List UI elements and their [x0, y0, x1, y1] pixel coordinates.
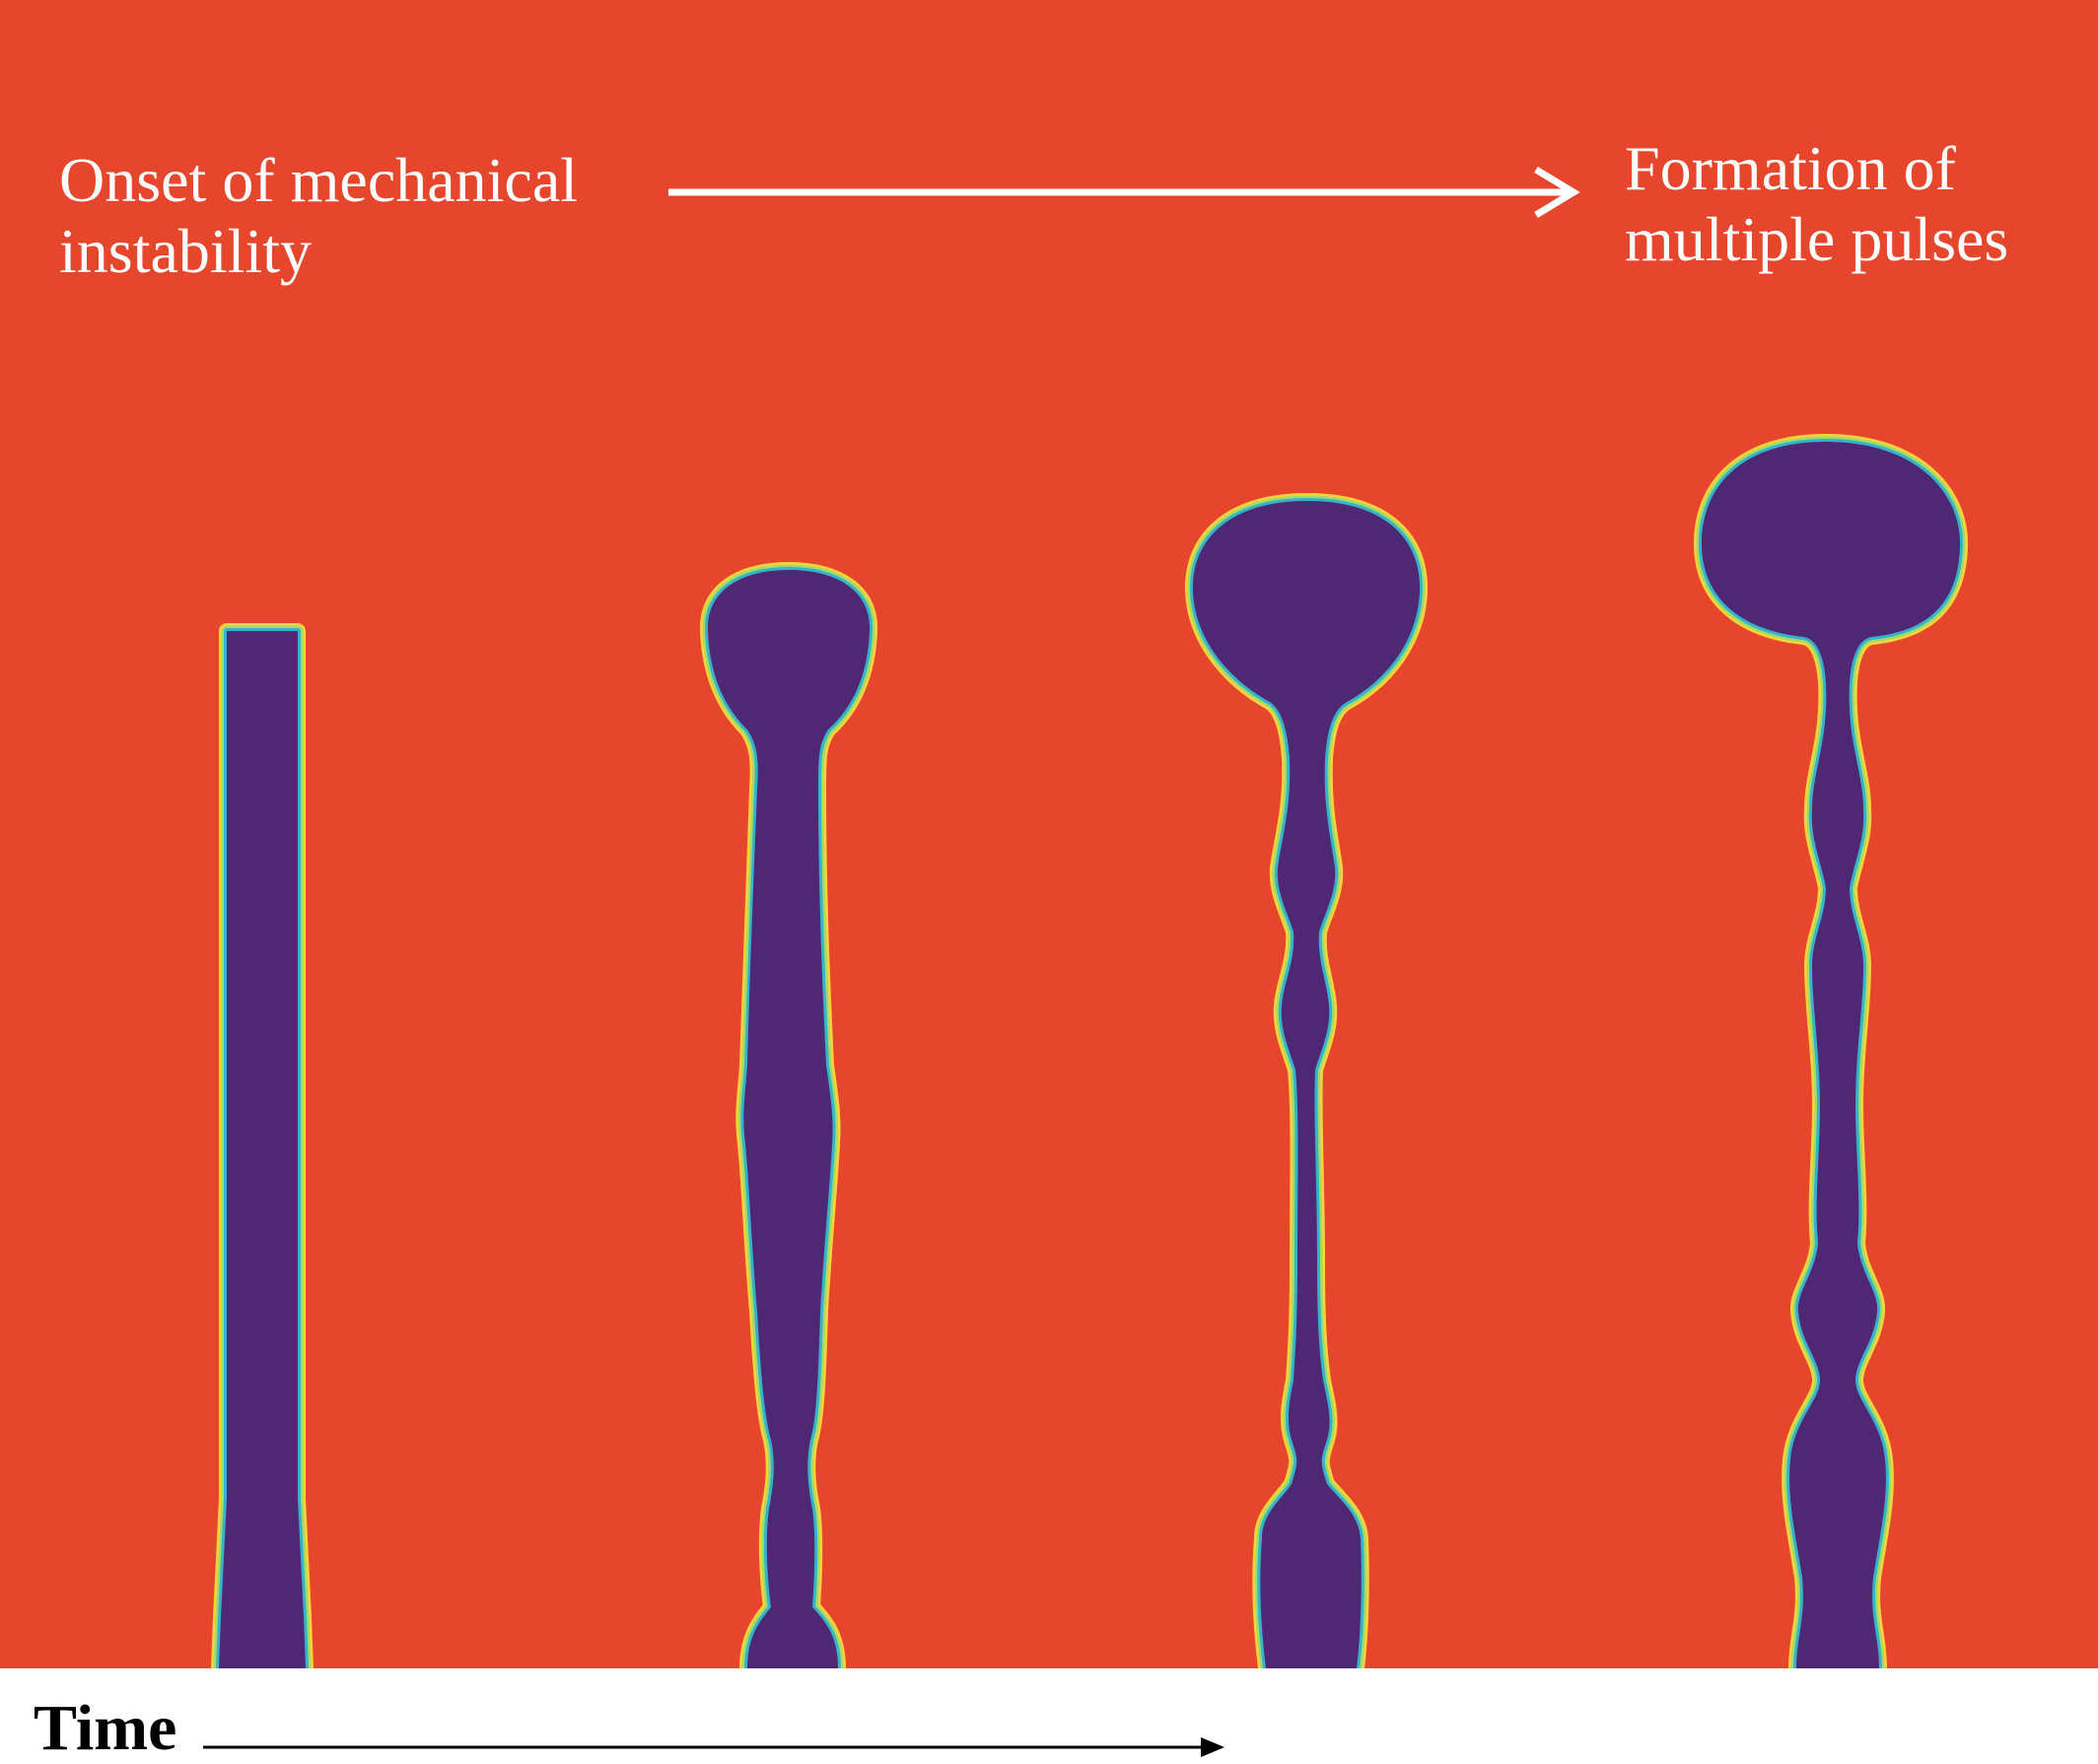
pulse-body: [1701, 442, 1961, 1668]
onset-annotation-line-1: Onset of mechanical: [59, 145, 578, 215]
formation-annotation: Formation of multiple pulses: [1625, 133, 2008, 275]
pulse-body: [1192, 501, 1421, 1668]
time-axis-label: Time: [34, 1692, 177, 1764]
time-axis-arrow: [203, 1737, 1224, 1757]
footer-band: [0, 1668, 2098, 1761]
pulse-body: [707, 570, 871, 1668]
formation-annotation-line-2: multiple pulses: [1625, 204, 2009, 274]
pulse-body: [219, 631, 306, 1668]
progression-arrow: [668, 167, 1580, 218]
onset-annotation: Onset of mechanical instability: [59, 145, 578, 287]
pulse-stage-1: [211, 623, 314, 1676]
onset-annotation-line-2: instability: [59, 216, 312, 286]
formation-annotation-line-1: Formation of: [1625, 133, 1956, 203]
simulation-field: [0, 0, 2098, 1668]
